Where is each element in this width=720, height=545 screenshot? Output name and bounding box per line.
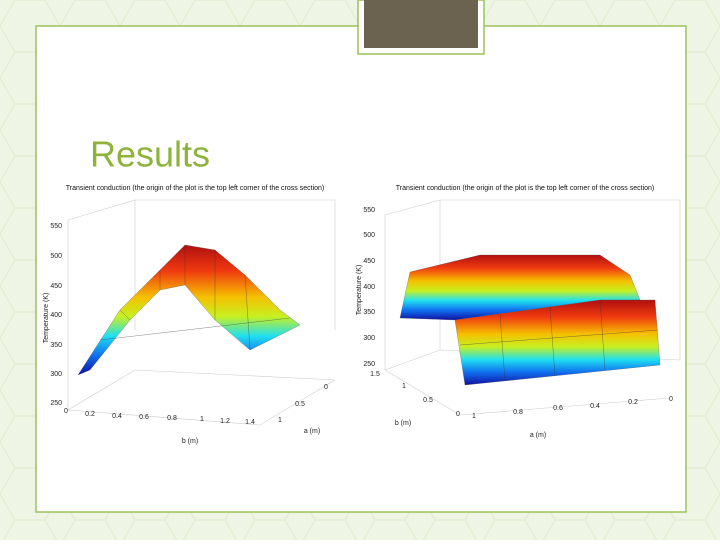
plot-title: Transient conduction (the origin of the … [66, 185, 325, 192]
tab [364, 0, 478, 48]
z-axis-label: Temperature (K) [43, 293, 50, 344]
axes-box [67, 199, 336, 426]
surface [77, 244, 301, 376]
b-tick-label: 0 [456, 411, 460, 418]
b-tick-label: 1.4 [245, 419, 255, 426]
z-tick-label: 450 [363, 258, 375, 265]
a-tick-label: 0 [669, 396, 673, 403]
a-axis-label: a (m) [304, 428, 320, 435]
right-plot [355, 180, 685, 450]
a-tick-label: 0 [324, 384, 328, 391]
z-tick-label: 400 [363, 284, 375, 291]
a-tick-label: 0.2 [628, 399, 638, 406]
z-tick-label: 350 [363, 309, 375, 316]
slide-title: Results [90, 134, 210, 175]
surface-mesh [99, 245, 291, 351]
z-tick-label: 450 [50, 283, 62, 290]
z-tick-label: 500 [363, 232, 375, 239]
z-tick-label: 400 [50, 312, 62, 319]
b-tick-label: 0.8 [167, 415, 177, 422]
z-tick-label: 550 [50, 223, 62, 230]
surface-front [454, 299, 661, 386]
a-axis-label: a (m) [530, 432, 546, 439]
a-tick-label: 0.4 [590, 403, 600, 410]
a-tick-label: 0.5 [295, 401, 305, 408]
b-tick-label: 1.2 [220, 418, 230, 425]
z-tick-label: 350 [50, 342, 62, 349]
z-tick-label: 300 [363, 335, 375, 342]
b-tick-label: 0.4 [112, 413, 122, 420]
b-tick-label: 1 [402, 383, 406, 390]
b-tick-label: 0.5 [423, 397, 433, 404]
left-plot [40, 180, 340, 450]
z-tick-label: 500 [50, 253, 62, 260]
b-tick-label: 0 [64, 408, 68, 415]
b-axis-label: b (m) [182, 438, 198, 445]
b-tick-label: 1.5 [370, 371, 380, 378]
a-tick-label: 0.8 [513, 409, 523, 416]
z-tick-label: 550 [363, 207, 375, 214]
b-tick-label: 0.6 [139, 414, 149, 421]
surface-mesh [459, 299, 659, 382]
b-tick-label: 1 [200, 416, 204, 423]
z-axis-label: Temperature (K) [356, 265, 363, 316]
b-axis-label: b (m) [395, 420, 411, 427]
a-tick-label: 1 [278, 417, 282, 424]
z-tick-label: 250 [363, 361, 375, 368]
z-tick-label: 300 [50, 371, 62, 378]
a-tick-label: 0.6 [553, 405, 563, 412]
plot-title: Transient conduction (the origin of the … [396, 185, 655, 192]
plot-area [40, 180, 340, 450]
z-tick-label: 250 [50, 400, 62, 407]
a-tick-label: 1 [472, 413, 476, 420]
b-tick-label: 0.2 [85, 411, 95, 418]
